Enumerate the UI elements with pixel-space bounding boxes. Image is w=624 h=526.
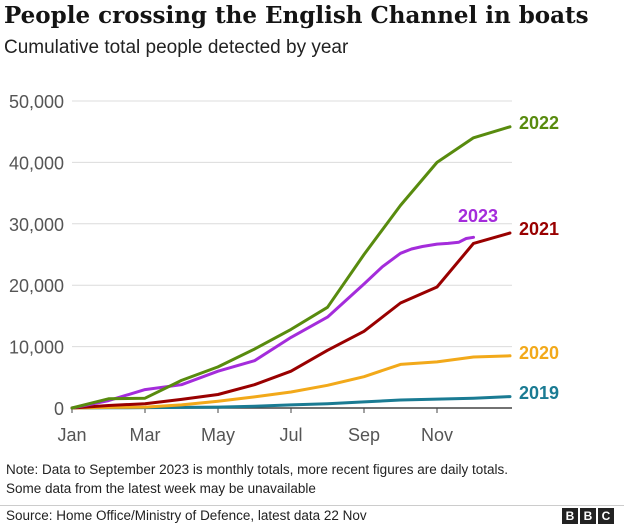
- bbc-logo: B B C: [562, 508, 614, 524]
- series-line-2023: [70, 235, 475, 410]
- series-label-2021: 2021: [519, 219, 559, 239]
- line-chart: 0 10,000 20,000 30,000 40,000 50,000 Jan Mar May…: [9, 92, 559, 445]
- note-line-2: Some data from the latest week may be un…: [6, 481, 316, 496]
- y-tick-label: 40,000: [9, 153, 64, 173]
- series-line-2022: [70, 125, 512, 410]
- series-label-2019: 2019: [519, 383, 559, 403]
- x-tick-label: Sep: [348, 425, 380, 445]
- y-tick-label: 10,000: [9, 338, 64, 358]
- series-label-2023: 2023: [458, 206, 498, 226]
- source-text: Source: Home Office/Ministry of Defence,…: [6, 508, 367, 523]
- chart-subtitle: Cumulative total people detected by year: [4, 37, 349, 58]
- x-tick-label: Mar: [130, 425, 161, 445]
- bbc-logo-letter-1: B: [562, 508, 578, 524]
- series-label-2022: 2022: [519, 113, 559, 133]
- bbc-logo-letter-3: C: [598, 508, 614, 524]
- y-tick-label: 30,000: [9, 215, 64, 235]
- series-line-2021: [70, 231, 512, 410]
- bbc-logo-letter-2: B: [580, 508, 596, 524]
- note-line-1: Note: Data to September 2023 is monthly …: [6, 462, 508, 477]
- x-tick-label: Nov: [421, 425, 453, 445]
- series-label-2020: 2020: [519, 343, 559, 363]
- footer-divider: [0, 505, 624, 506]
- x-tick-label: Jul: [279, 425, 302, 445]
- y-tick-label: 50,000: [9, 92, 64, 112]
- x-tick-label: May: [201, 425, 235, 445]
- chart-title: People crossing the English Channel in b…: [4, 2, 589, 29]
- chart-note: Note: Data to September 2023 is monthly …: [6, 460, 618, 498]
- series-line-2020: [70, 354, 512, 410]
- x-tick-label: Jan: [57, 425, 86, 445]
- y-tick-label: 20,000: [9, 276, 64, 296]
- y-tick-label: 0: [54, 399, 64, 419]
